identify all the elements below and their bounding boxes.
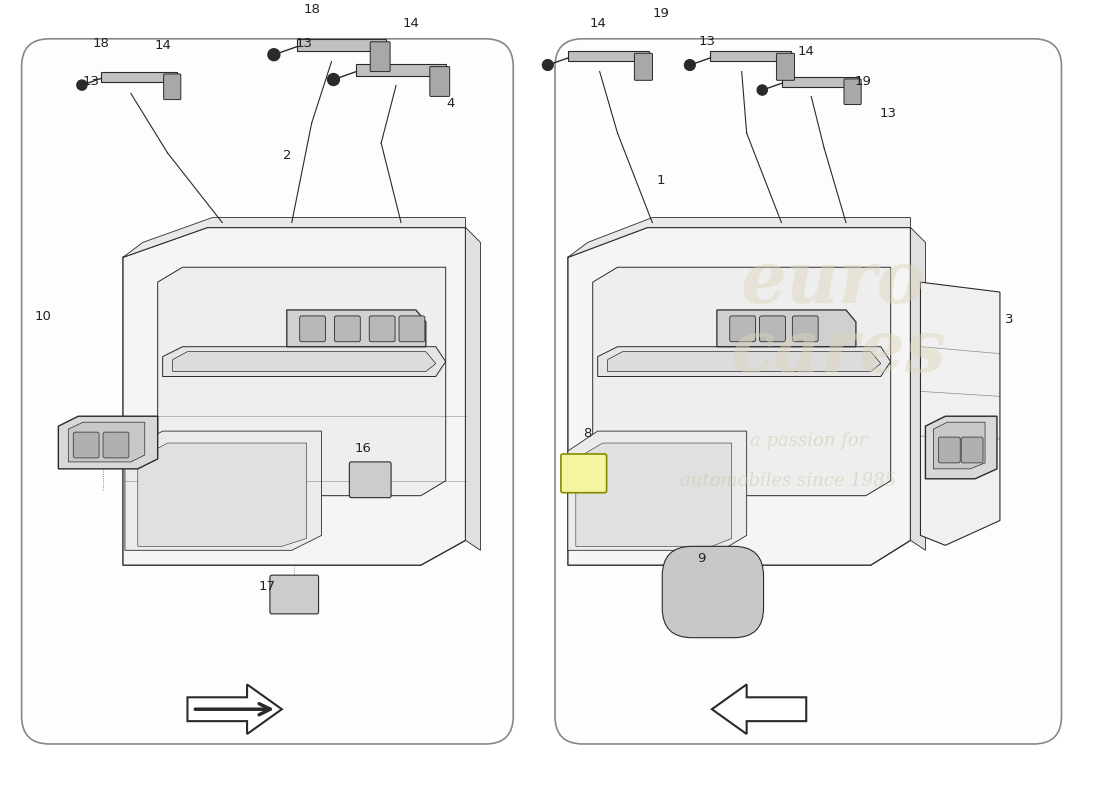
Circle shape xyxy=(268,49,279,61)
FancyBboxPatch shape xyxy=(556,39,1062,744)
Polygon shape xyxy=(568,431,747,550)
FancyBboxPatch shape xyxy=(430,66,450,97)
Polygon shape xyxy=(356,64,446,87)
Polygon shape xyxy=(173,352,436,371)
Polygon shape xyxy=(597,346,891,377)
Text: 19: 19 xyxy=(652,7,670,21)
FancyBboxPatch shape xyxy=(561,454,606,493)
Polygon shape xyxy=(163,346,446,377)
Polygon shape xyxy=(782,77,858,97)
Circle shape xyxy=(757,85,768,95)
Text: 3: 3 xyxy=(1004,314,1013,326)
Text: cares: cares xyxy=(730,316,946,387)
Polygon shape xyxy=(575,443,732,546)
Polygon shape xyxy=(187,684,282,734)
Polygon shape xyxy=(911,227,925,550)
Circle shape xyxy=(542,60,553,70)
Text: 9: 9 xyxy=(696,552,705,565)
Text: 13: 13 xyxy=(295,38,312,50)
Polygon shape xyxy=(465,227,481,550)
FancyBboxPatch shape xyxy=(792,316,818,342)
Polygon shape xyxy=(717,310,856,346)
Circle shape xyxy=(684,60,695,70)
Polygon shape xyxy=(68,422,145,462)
FancyBboxPatch shape xyxy=(777,54,794,80)
Text: 4: 4 xyxy=(447,97,455,110)
Polygon shape xyxy=(934,422,984,469)
Polygon shape xyxy=(287,310,426,346)
Polygon shape xyxy=(58,416,157,469)
Text: automobiles since 1985: automobiles since 1985 xyxy=(680,472,896,490)
Polygon shape xyxy=(569,50,649,72)
FancyBboxPatch shape xyxy=(74,432,99,458)
Polygon shape xyxy=(138,443,307,546)
Polygon shape xyxy=(568,227,911,566)
FancyBboxPatch shape xyxy=(961,437,983,463)
Text: 14: 14 xyxy=(590,18,606,30)
Text: 14: 14 xyxy=(403,18,419,30)
Circle shape xyxy=(77,80,87,90)
Polygon shape xyxy=(607,352,881,371)
Text: 1: 1 xyxy=(657,174,665,187)
Text: 17: 17 xyxy=(258,579,275,593)
FancyBboxPatch shape xyxy=(299,316,326,342)
FancyBboxPatch shape xyxy=(371,42,390,71)
FancyBboxPatch shape xyxy=(635,54,652,80)
Text: 13: 13 xyxy=(879,106,896,120)
FancyBboxPatch shape xyxy=(370,316,395,342)
FancyBboxPatch shape xyxy=(729,316,756,342)
Text: 16: 16 xyxy=(355,442,372,455)
Polygon shape xyxy=(125,431,321,550)
FancyBboxPatch shape xyxy=(350,462,392,498)
Text: 8: 8 xyxy=(584,426,592,440)
FancyBboxPatch shape xyxy=(334,316,361,342)
FancyBboxPatch shape xyxy=(270,575,319,614)
Polygon shape xyxy=(123,218,465,258)
Polygon shape xyxy=(297,39,386,62)
Polygon shape xyxy=(711,50,791,72)
FancyBboxPatch shape xyxy=(938,437,960,463)
FancyBboxPatch shape xyxy=(760,316,785,342)
Text: 13: 13 xyxy=(698,35,715,48)
Text: a passion for: a passion for xyxy=(749,432,867,450)
Polygon shape xyxy=(921,282,1000,546)
Polygon shape xyxy=(925,416,997,478)
Text: 2: 2 xyxy=(283,149,292,162)
FancyBboxPatch shape xyxy=(662,546,763,638)
Polygon shape xyxy=(101,71,177,92)
Text: 18: 18 xyxy=(92,38,110,50)
FancyBboxPatch shape xyxy=(399,316,425,342)
Polygon shape xyxy=(712,684,806,734)
Polygon shape xyxy=(568,218,911,258)
Text: 18: 18 xyxy=(304,2,320,15)
Text: 14: 14 xyxy=(798,46,815,58)
Polygon shape xyxy=(157,267,446,496)
FancyBboxPatch shape xyxy=(22,39,514,744)
Text: euro: euro xyxy=(740,246,925,318)
Text: 19: 19 xyxy=(855,75,871,88)
FancyBboxPatch shape xyxy=(844,79,861,105)
Text: 13: 13 xyxy=(82,75,100,88)
Polygon shape xyxy=(123,227,465,566)
Polygon shape xyxy=(593,267,891,496)
Text: 14: 14 xyxy=(154,39,172,52)
FancyBboxPatch shape xyxy=(164,74,180,99)
FancyBboxPatch shape xyxy=(103,432,129,458)
Text: 10: 10 xyxy=(35,310,52,323)
Circle shape xyxy=(328,74,340,86)
